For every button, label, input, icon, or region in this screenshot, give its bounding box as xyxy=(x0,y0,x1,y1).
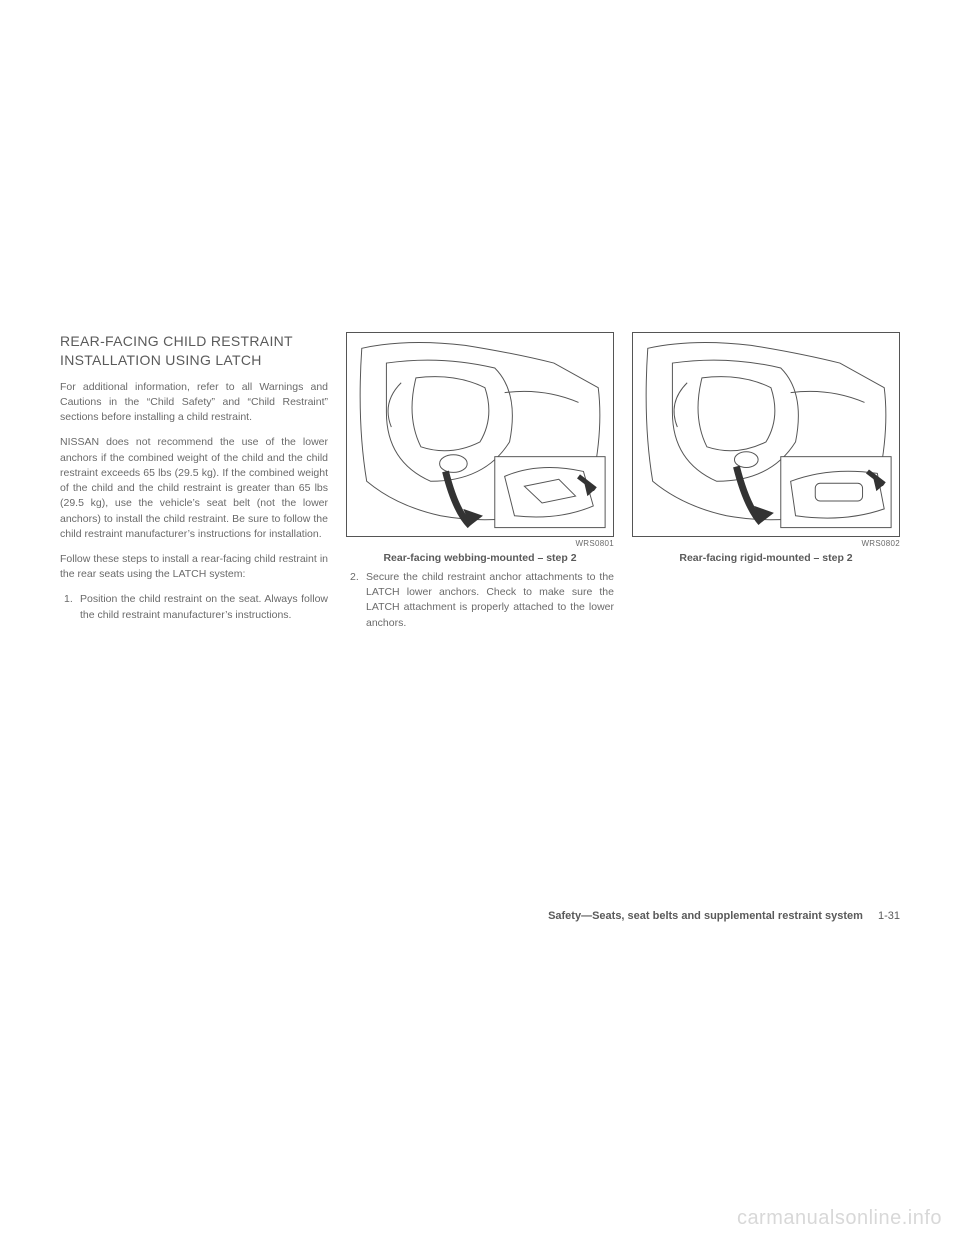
figure-code: WRS0801 xyxy=(346,539,614,548)
section-heading: REAR-FACING CHILD RESTRAINT INSTALLATION… xyxy=(60,332,328,370)
figure-caption: Rear-facing webbing-mounted – step 2 xyxy=(346,552,614,564)
footer-page-number: 1-31 xyxy=(878,910,900,922)
footer-section-name: Safety—Seats, seat belts and supplementa… xyxy=(548,910,863,922)
list-item: 2. Secure the child restraint anchor att… xyxy=(346,570,614,631)
list-text: Secure the child restraint anchor attach… xyxy=(366,571,614,629)
column-3: WRS0802 Rear-facing rigid-mounted – step… xyxy=(632,332,900,639)
figure-rigid-mounted xyxy=(632,332,900,537)
paragraph: Follow these steps to install a rear-fac… xyxy=(60,552,328,582)
watermark: carmanualsonline.info xyxy=(737,1207,942,1230)
child-seat-webbing-illustration xyxy=(347,333,613,536)
list-number: 1. xyxy=(64,592,73,607)
list-item: 1. Position the child restraint on the s… xyxy=(60,592,328,622)
figure-code: WRS0802 xyxy=(632,539,900,548)
page-content: REAR-FACING CHILD RESTRAINT INSTALLATION… xyxy=(60,332,900,639)
list-number: 2. xyxy=(350,570,359,585)
child-seat-rigid-illustration xyxy=(633,333,899,536)
page-footer: Safety—Seats, seat belts and supplementa… xyxy=(60,910,900,922)
paragraph: NISSAN does not recommend the use of the… xyxy=(60,435,328,542)
list-text: Position the child restraint on the seat… xyxy=(80,593,328,620)
figure-webbing-mounted xyxy=(346,332,614,537)
paragraph: For additional information, refer to all… xyxy=(60,380,328,426)
figure-caption: Rear-facing rigid-mounted – step 2 xyxy=(632,552,900,564)
column-2: WRS0801 Rear-facing webbing-mounted – st… xyxy=(346,332,614,639)
column-1: REAR-FACING CHILD RESTRAINT INSTALLATION… xyxy=(60,332,328,639)
